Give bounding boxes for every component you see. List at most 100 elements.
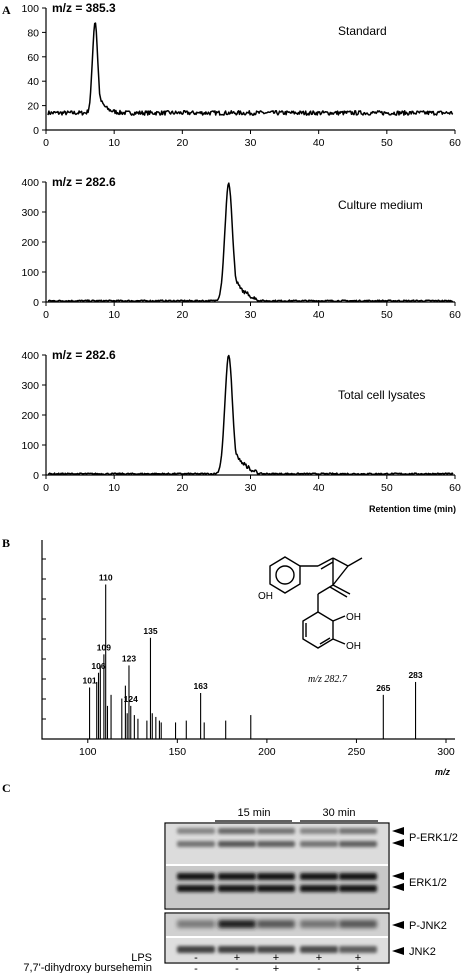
blot-band [177,946,215,953]
x-tick-label: 50 [381,482,393,494]
blot-band [300,946,338,953]
x-tick-label: 10 [108,137,120,149]
peak-label: 123 [122,653,136,663]
blot-band [218,873,256,880]
chart-total-cell-lysates: 0 10 20 30 40 50 60 0 100 200 300 400 m/z = 282.6 T… [21,348,461,514]
blot-band [218,920,256,928]
panel-label-c: C [2,781,11,795]
blot-band [300,920,338,928]
blot-band [177,841,215,847]
y-tick-label: 200 [21,410,39,422]
x-tick-label: 0 [43,137,49,149]
x-tick-label: 30 [245,137,257,149]
y-tick-label: 100 [21,440,39,452]
y-tick-label: 300 [21,207,39,219]
x-tick-label: 10 [108,482,120,494]
compound-sign: - [317,963,321,973]
y-tick-label: 20 [27,101,39,113]
y-tick-label: 400 [21,177,39,189]
xlabel-mz: m/z [435,767,451,777]
lps-sign: + [273,952,279,964]
y-tick-label: 400 [21,350,39,362]
peak-label: 101 [82,675,96,685]
x-tick-label: 10 [108,309,120,321]
blot-band [257,920,295,928]
x-tick-label: 60 [449,482,461,494]
trace-culture-medium [47,182,454,303]
lps-sign: - [194,952,198,964]
x-tick-label: 60 [449,309,461,321]
compound-sign: - [235,963,239,973]
blot-band [300,828,338,834]
compound-mz-label: m/z 282.7 [308,674,348,685]
lps-sign: + [355,952,361,964]
annotation-standard: Standard [338,24,387,38]
blot-band [177,920,215,928]
x-tick-label: 20 [176,309,188,321]
compound-sign: + [273,963,279,973]
mz-label-total-cell-lysates: m/z = 282.6 [52,348,116,362]
blot-band [218,828,256,834]
compound-sign: - [194,963,198,973]
blot-band [257,946,295,953]
x-tick-label: 150 [169,746,187,758]
time-label-30: 30 min [322,807,355,819]
panel-label-a: A [2,3,11,17]
band-label-pjnk: P-JNK2 [409,920,447,932]
y-tick-label: 100 [21,267,39,279]
compound-sign: + [355,963,361,973]
blot-band [339,946,377,953]
trace-standard [47,22,454,116]
x-tick-label: 30 [245,309,257,321]
blot-band [339,920,377,928]
blot-band [218,946,256,953]
y-tick-label: 60 [27,52,39,64]
arrow-icon [392,827,404,955]
chart-culture-medium: 0 10 20 30 40 50 60 0 100 200 300 400 m/z = 282.6 C… [21,175,461,321]
x-tick-label: 40 [313,482,325,494]
chart-standard: 0 10 20 30 40 50 60 0 20 40 60 80 100 m/z = 385.3 St… [21,1,461,149]
xlabel-retention-time: Retention time (min) [369,504,456,514]
blot-band [300,873,338,880]
chemical-structure: OH OH OH m/z 282.7 [258,556,363,685]
x-tick-label: 0 [43,309,49,321]
blot-band [339,828,377,834]
mass-spectrum: 101 106 109 110 123 124 135 163 265 283 100 150 200… [41,540,455,777]
blot-band [257,885,295,892]
blot-band [300,841,338,847]
y-tick-label: 100 [21,3,39,15]
y-tick-label: 200 [21,237,39,249]
x-tick-label: 20 [176,137,188,149]
blot-band [177,873,215,880]
oh-label-2: OH [346,612,361,623]
blot-band [177,885,215,892]
blot-band [218,841,256,847]
y-tick-label: 0 [33,470,39,482]
blot-band [257,841,295,847]
blot-band [177,828,215,834]
y-tick-label: 40 [27,76,39,88]
annotation-culture-medium: Culture medium [338,198,423,212]
blot-band [339,873,377,880]
mz-label-standard: m/z = 385.3 [52,1,116,15]
blot-band [257,873,295,880]
x-tick-label: 40 [313,309,325,321]
y-tick-label: 0 [33,125,39,137]
x-tick-label: 50 [381,137,393,149]
panel-label-b: B [2,536,10,550]
oh-label-1: OH [258,591,273,602]
x-tick-label: 100 [79,746,97,758]
x-tick-label: 200 [258,746,276,758]
y-tick-label: 0 [33,297,39,309]
x-tick-label: 30 [245,482,257,494]
row-label-compound: 7,7'-dihydroxy bursehemin [23,962,152,973]
blot-band [339,885,377,892]
x-tick-label: 250 [348,746,366,758]
peak-label: 109 [97,642,111,652]
row-label-lps: LPS [131,952,152,964]
peak-label: 110 [99,572,113,582]
oh-label-3: OH [346,641,361,652]
y-tick-label: 300 [21,380,39,392]
western-blot: 15 min 30 min P-ERK1/2 ERK1/2 P-JNK2 JNK… [23,807,458,973]
